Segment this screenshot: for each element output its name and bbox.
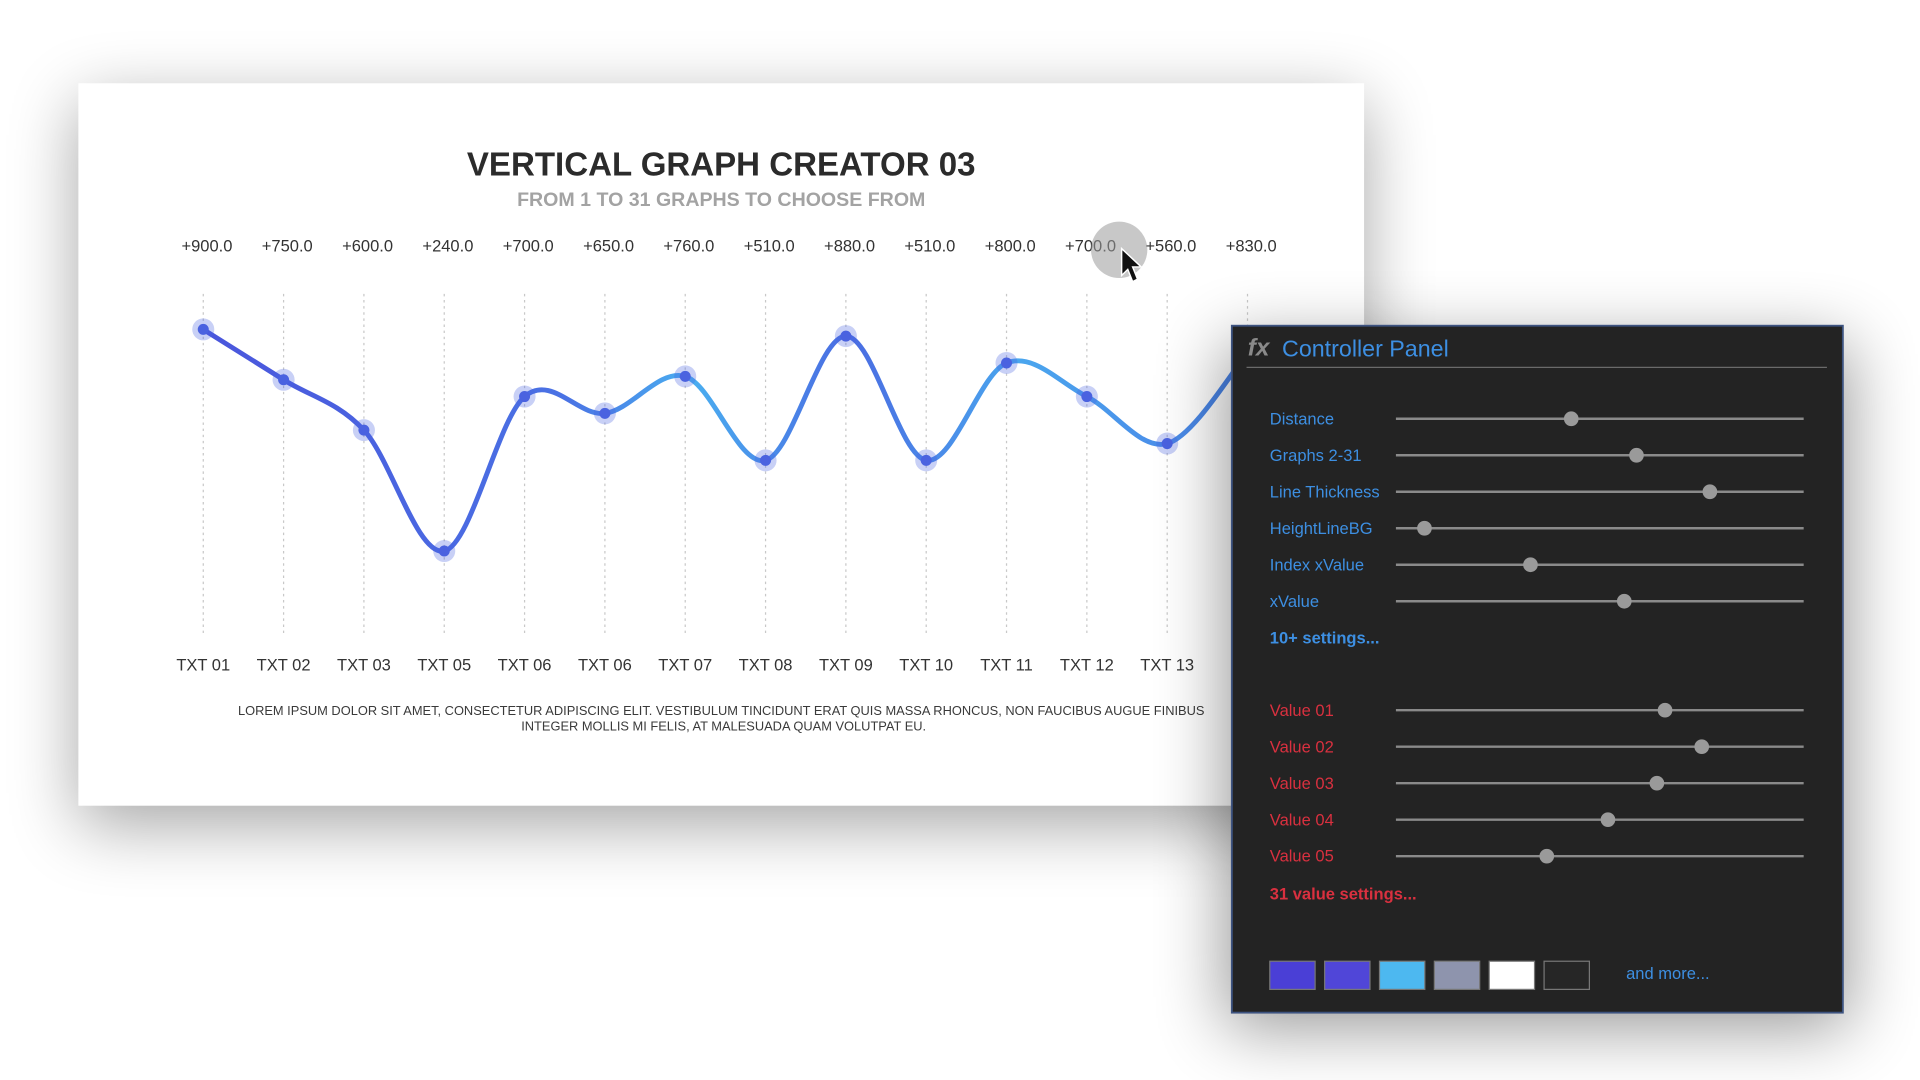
chart-subtitle: FROM 1 TO 31 GRAPHS TO CHOOSE FROM <box>517 189 925 211</box>
slider-knob[interactable] <box>1649 775 1665 791</box>
mouse-cursor <box>1120 246 1144 283</box>
fx-icon: fx <box>1248 334 1271 361</box>
x-tick-label: TXT 06 <box>578 655 632 674</box>
panel-title: Controller Panel <box>1282 335 1449 361</box>
point <box>840 330 852 342</box>
point <box>278 374 290 386</box>
slider-label: Value 02 <box>1270 737 1334 756</box>
x-tick-label: TXT 02 <box>257 655 311 674</box>
x-tick-label: TXT 07 <box>658 655 712 674</box>
value-label: +650.0 <box>583 237 634 256</box>
slider-label: Value 05 <box>1270 847 1334 866</box>
x-tick-label: TXT 09 <box>819 655 873 674</box>
slider-label: Value 03 <box>1270 774 1334 793</box>
value-label: +830.0 <box>1226 237 1277 256</box>
settings-link[interactable]: 10+ settings... <box>1270 629 1380 648</box>
slider-label: Value 01 <box>1270 701 1334 720</box>
value-label: +700.0 <box>503 237 554 256</box>
x-tick-label: TXT 10 <box>899 655 953 674</box>
more-link[interactable]: and more... <box>1626 964 1710 983</box>
chart-title: VERTICAL GRAPH CREATOR 03 <box>467 146 976 183</box>
point <box>1161 438 1173 450</box>
value-settings-link[interactable]: 31 value settings... <box>1270 884 1417 903</box>
x-tick-label: TXT 05 <box>417 655 471 674</box>
slider-label: Distance <box>1270 409 1334 428</box>
slider-knob[interactable] <box>1539 848 1555 864</box>
x-tick-label: TXT 06 <box>498 655 552 674</box>
slider-knob[interactable] <box>1694 739 1710 755</box>
slider-knob[interactable] <box>1417 520 1432 536</box>
color-swatch[interactable] <box>1324 960 1371 990</box>
x-tick-label: TXT 12 <box>1060 655 1114 674</box>
value-label: +510.0 <box>744 237 795 256</box>
point <box>519 391 531 403</box>
panel-background <box>1230 324 1844 1014</box>
cursor-highlight <box>1091 221 1148 278</box>
slider-label: HeightLineBG <box>1270 519 1373 538</box>
color-swatch[interactable] <box>1378 960 1426 990</box>
point <box>1081 391 1093 403</box>
slider-knob[interactable] <box>1600 812 1616 828</box>
point <box>358 424 370 436</box>
slider-label: Graphs 2-31 <box>1270 446 1362 465</box>
controller-panel: fx Controller Panel 10+ settings... 31 v… <box>1230 324 1844 1014</box>
x-tick-label: TXT 03 <box>337 655 391 674</box>
slider-label: Index xValue <box>1270 555 1364 574</box>
value-label: +880.0 <box>824 237 875 256</box>
slider-knob[interactable] <box>1563 411 1579 427</box>
slider-label: Line Thickness <box>1270 482 1380 501</box>
value-label: +600.0 <box>342 237 393 256</box>
x-tick-label: TXT 08 <box>739 655 793 674</box>
x-tick-label: TXT 01 <box>176 655 230 674</box>
slider-label: xValue <box>1270 592 1319 611</box>
value-label: +560.0 <box>1145 237 1196 256</box>
point <box>1001 357 1013 369</box>
color-swatch[interactable] <box>1433 960 1481 990</box>
point <box>679 370 691 382</box>
value-label: +800.0 <box>985 237 1036 256</box>
slider-knob[interactable] <box>1523 557 1538 573</box>
value-label: +510.0 <box>904 237 955 256</box>
slider-knob[interactable] <box>1629 447 1644 463</box>
value-label: +750.0 <box>262 237 313 256</box>
value-label: +900.0 <box>181 237 232 256</box>
point <box>438 545 450 557</box>
slider-knob[interactable] <box>1616 593 1632 609</box>
x-tick-label: TXT 13 <box>1140 655 1194 674</box>
value-label: +760.0 <box>663 237 714 256</box>
footnote: INTEGER MOLLIS MI FELIS, AT MALESUADA QU… <box>521 719 926 734</box>
color-swatch[interactable] <box>1269 960 1316 990</box>
line <box>200 326 1250 554</box>
color-swatch[interactable] <box>1543 960 1590 990</box>
slider-label: Value 04 <box>1270 810 1334 829</box>
slider-knob[interactable] <box>1657 702 1673 718</box>
slider-knob[interactable] <box>1702 484 1718 500</box>
point <box>760 454 772 466</box>
value-label: +240.0 <box>422 237 473 256</box>
x-tick-label: TXT 11 <box>980 655 1033 674</box>
point <box>197 323 209 335</box>
color-swatch[interactable] <box>1488 960 1536 990</box>
point <box>599 407 611 419</box>
point <box>920 454 932 466</box>
footnote: LOREM IPSUM DOLOR SIT AMET, CONSECTETUR … <box>238 703 1205 718</box>
